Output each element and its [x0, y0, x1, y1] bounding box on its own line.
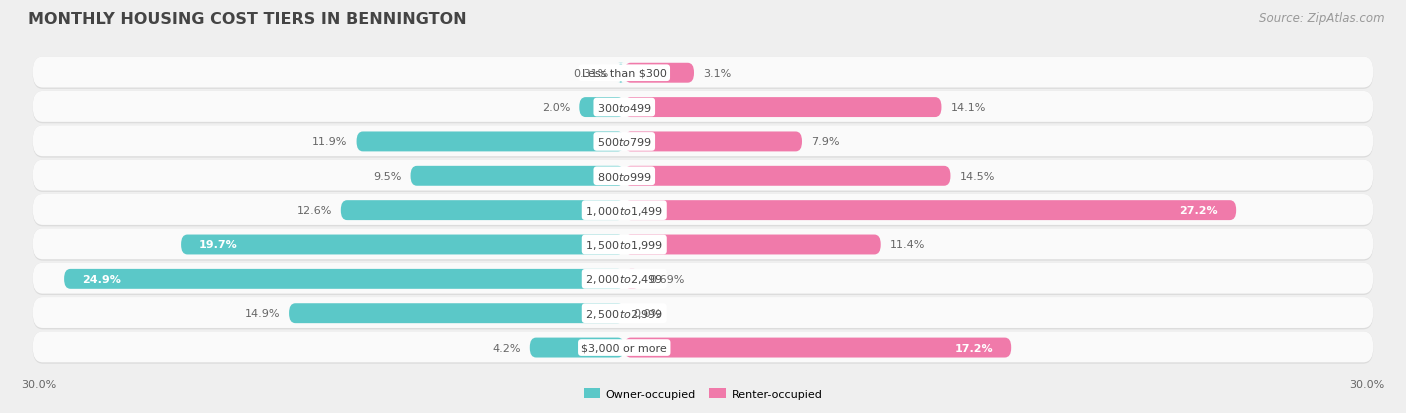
FancyBboxPatch shape — [411, 166, 624, 186]
Text: 0.69%: 0.69% — [648, 274, 685, 284]
FancyBboxPatch shape — [32, 297, 1374, 328]
FancyBboxPatch shape — [32, 160, 1374, 192]
FancyBboxPatch shape — [624, 269, 640, 289]
Text: $300 to $499: $300 to $499 — [596, 102, 652, 114]
FancyBboxPatch shape — [290, 304, 624, 323]
Text: 19.7%: 19.7% — [200, 240, 238, 250]
Text: 30.0%: 30.0% — [1350, 379, 1385, 389]
FancyBboxPatch shape — [181, 235, 624, 255]
FancyBboxPatch shape — [32, 126, 1374, 158]
FancyBboxPatch shape — [32, 160, 1374, 191]
Text: 0.0%: 0.0% — [633, 309, 661, 318]
FancyBboxPatch shape — [624, 166, 950, 186]
FancyBboxPatch shape — [32, 126, 1374, 157]
Text: 11.9%: 11.9% — [312, 137, 347, 147]
Text: 30.0%: 30.0% — [21, 379, 56, 389]
Text: MONTHLY HOUSING COST TIERS IN BENNINGTON: MONTHLY HOUSING COST TIERS IN BENNINGTON — [28, 12, 467, 27]
FancyBboxPatch shape — [32, 92, 1374, 123]
Text: $500 to $799: $500 to $799 — [596, 136, 652, 148]
Text: 14.9%: 14.9% — [245, 309, 280, 318]
FancyBboxPatch shape — [32, 229, 1374, 260]
FancyBboxPatch shape — [624, 98, 942, 118]
FancyBboxPatch shape — [32, 263, 1374, 295]
FancyBboxPatch shape — [624, 201, 1236, 221]
FancyBboxPatch shape — [32, 297, 1374, 330]
Text: 3.1%: 3.1% — [703, 69, 731, 78]
Text: Source: ZipAtlas.com: Source: ZipAtlas.com — [1260, 12, 1385, 25]
FancyBboxPatch shape — [624, 132, 801, 152]
Text: 14.1%: 14.1% — [950, 103, 986, 113]
FancyBboxPatch shape — [32, 332, 1374, 364]
Text: 17.2%: 17.2% — [955, 343, 993, 353]
Text: 24.9%: 24.9% — [82, 274, 121, 284]
Text: 27.2%: 27.2% — [1180, 206, 1218, 216]
Text: $2,500 to $2,999: $2,500 to $2,999 — [585, 307, 664, 320]
FancyBboxPatch shape — [32, 263, 1374, 294]
FancyBboxPatch shape — [530, 338, 624, 358]
FancyBboxPatch shape — [32, 57, 1374, 88]
Text: $800 to $999: $800 to $999 — [596, 171, 652, 183]
Text: $2,000 to $2,499: $2,000 to $2,499 — [585, 273, 664, 286]
FancyBboxPatch shape — [624, 64, 695, 83]
FancyBboxPatch shape — [32, 229, 1374, 261]
FancyBboxPatch shape — [624, 338, 1011, 358]
Text: 2.0%: 2.0% — [541, 103, 571, 113]
Text: 7.9%: 7.9% — [811, 137, 839, 147]
Text: $1,000 to $1,499: $1,000 to $1,499 — [585, 204, 664, 217]
FancyBboxPatch shape — [32, 92, 1374, 124]
FancyBboxPatch shape — [32, 332, 1374, 363]
FancyBboxPatch shape — [340, 201, 624, 221]
FancyBboxPatch shape — [32, 195, 1374, 225]
Text: 12.6%: 12.6% — [297, 206, 332, 216]
FancyBboxPatch shape — [579, 98, 624, 118]
FancyBboxPatch shape — [617, 64, 624, 83]
Text: Less than $300: Less than $300 — [582, 69, 666, 78]
Text: 0.31%: 0.31% — [574, 69, 609, 78]
Text: 14.5%: 14.5% — [959, 171, 995, 181]
FancyBboxPatch shape — [32, 57, 1374, 90]
FancyBboxPatch shape — [357, 132, 624, 152]
Text: 11.4%: 11.4% — [890, 240, 925, 250]
FancyBboxPatch shape — [65, 269, 624, 289]
FancyBboxPatch shape — [32, 195, 1374, 227]
Text: $3,000 or more: $3,000 or more — [582, 343, 666, 353]
Text: 4.2%: 4.2% — [492, 343, 520, 353]
Text: 9.5%: 9.5% — [373, 171, 402, 181]
FancyBboxPatch shape — [624, 235, 880, 255]
Legend: Owner-occupied, Renter-occupied: Owner-occupied, Renter-occupied — [579, 384, 827, 404]
Text: $1,500 to $1,999: $1,500 to $1,999 — [585, 238, 664, 252]
